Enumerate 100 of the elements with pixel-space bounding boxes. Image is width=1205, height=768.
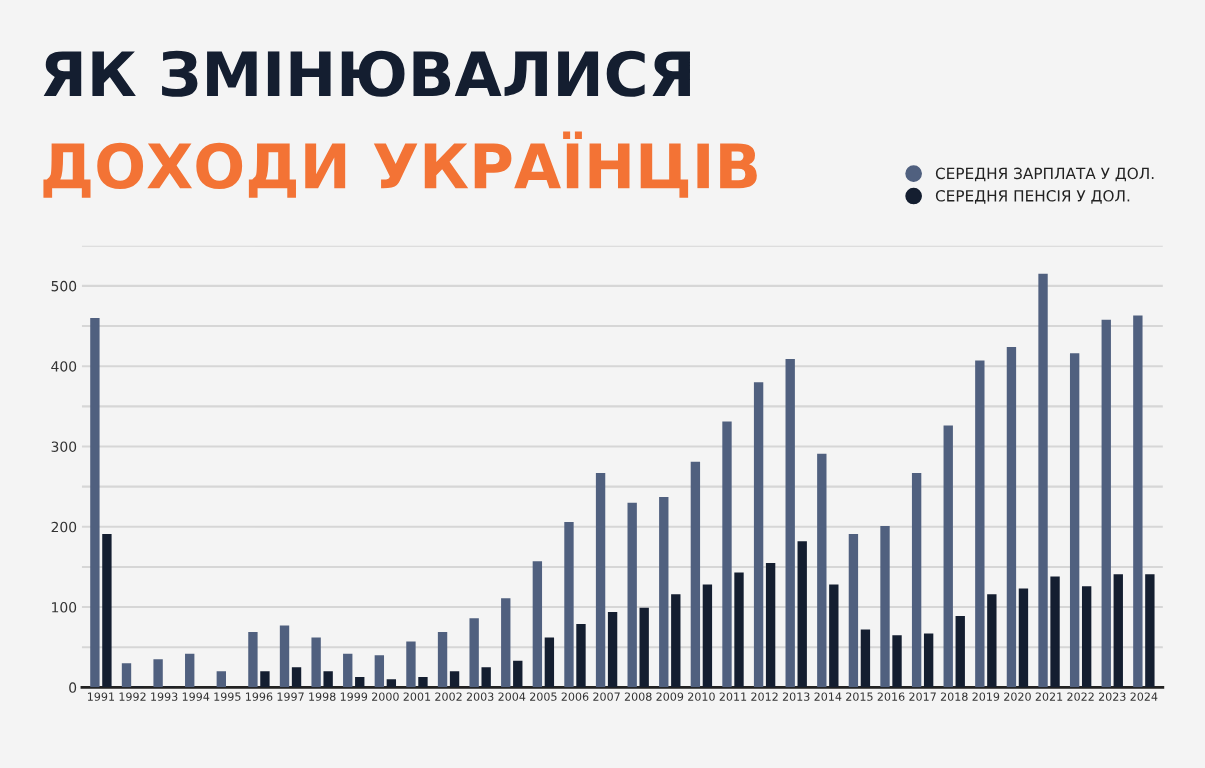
bar xyxy=(121,663,132,688)
bar xyxy=(102,534,112,688)
x-tick-label: 2010 xyxy=(688,692,715,701)
bar xyxy=(1145,574,1155,688)
bar xyxy=(911,472,922,688)
bar xyxy=(848,534,859,688)
x-tick-label: 2024 xyxy=(1130,692,1158,701)
bar xyxy=(1069,353,1080,688)
bar xyxy=(576,623,586,688)
bar xyxy=(355,676,365,688)
x-tick-label: 2021 xyxy=(1035,692,1063,701)
x-tick-label: 1999 xyxy=(340,692,368,701)
bar xyxy=(386,679,397,688)
bar xyxy=(481,667,491,688)
bar xyxy=(216,671,226,688)
legend-label: СЕРЕДНЯ ПЕНСІЯ У ДОЛ. xyxy=(935,190,1130,204)
x-tick-label: 2006 xyxy=(561,692,589,701)
bar xyxy=(765,562,776,688)
bar xyxy=(923,633,934,688)
bar xyxy=(323,671,333,688)
x-tick-label: 2016 xyxy=(877,692,905,701)
bar xyxy=(627,502,637,688)
bar xyxy=(829,584,839,688)
bar xyxy=(1113,574,1123,688)
bar xyxy=(469,618,479,688)
bar xyxy=(1050,576,1060,688)
bar xyxy=(291,667,302,688)
bar xyxy=(1081,586,1092,688)
x-tick-label: 2000 xyxy=(372,692,399,701)
chart-subtitle: ДОХОДИ УКРАЇНЦІВ xyxy=(43,131,757,198)
x-tick-label: 2014 xyxy=(814,692,842,701)
bar xyxy=(406,641,416,688)
bar xyxy=(248,631,258,688)
bar xyxy=(639,607,649,688)
x-tick-label: 2017 xyxy=(909,692,936,701)
bar xyxy=(860,629,871,688)
x-tick-label: 2011 xyxy=(719,692,747,701)
x-tick-label: 1995 xyxy=(214,692,241,701)
bar xyxy=(90,318,100,688)
bar xyxy=(437,631,448,688)
x-tick-label: 1998 xyxy=(309,692,336,701)
bar xyxy=(501,598,511,688)
y-tick-label: 400 xyxy=(51,361,77,372)
x-tick-label: 1993 xyxy=(151,692,178,701)
bar xyxy=(1133,315,1143,688)
x-tick-label: 2008 xyxy=(624,692,652,701)
x-tick-label: 2015 xyxy=(846,692,873,701)
bar xyxy=(797,541,807,688)
x-tick-label: 2019 xyxy=(972,692,1000,701)
bar xyxy=(975,360,985,688)
bar xyxy=(817,453,827,688)
bar xyxy=(607,611,618,688)
bar xyxy=(892,635,902,688)
y-tick-label: 300 xyxy=(51,441,77,452)
bar xyxy=(702,584,713,688)
x-tick-label: 1992 xyxy=(119,692,146,701)
x-tick-label: 2009 xyxy=(656,692,684,701)
x-tick-label: 1997 xyxy=(277,692,304,701)
y-tick-label: 200 xyxy=(51,521,77,533)
bar xyxy=(311,637,321,688)
bar xyxy=(690,461,701,688)
bar xyxy=(153,659,163,688)
bar xyxy=(1101,319,1111,688)
bar xyxy=(753,382,764,688)
bar xyxy=(734,572,744,688)
bar xyxy=(185,653,195,688)
legend-label: СЕРЕДНЯ ЗАРПЛАТА У ДОЛ. xyxy=(935,167,1154,182)
bar xyxy=(544,637,555,688)
x-tick-label: 2013 xyxy=(782,692,810,701)
y-tick-label: 100 xyxy=(52,602,77,613)
x-tick-label: 2023 xyxy=(1098,692,1126,701)
x-tick-label: 2004 xyxy=(498,692,526,701)
bar xyxy=(343,653,353,688)
x-tick-label: 1994 xyxy=(182,692,210,701)
bar xyxy=(943,425,953,688)
bar xyxy=(955,615,965,688)
bar xyxy=(659,497,669,688)
bar xyxy=(260,671,270,688)
bar xyxy=(374,655,385,688)
x-tick-label: 1991 xyxy=(87,692,115,701)
bar xyxy=(1018,588,1029,688)
bar xyxy=(671,594,681,688)
bar xyxy=(1006,346,1017,688)
bar xyxy=(279,625,290,688)
bar xyxy=(418,676,428,688)
x-tick-label: 2003 xyxy=(466,692,494,701)
x-tick-label: 2020 xyxy=(1004,692,1031,701)
bar xyxy=(513,660,523,688)
x-tick-label: 2018 xyxy=(940,692,968,701)
x-tick-label: 2012 xyxy=(751,692,778,701)
bar xyxy=(987,594,997,688)
bar xyxy=(880,525,890,688)
x-tick-label: 1996 xyxy=(246,692,273,701)
x-tick-label: 2005 xyxy=(530,692,557,701)
x-tick-label: 2001 xyxy=(403,692,431,701)
x-tick-label: 2007 xyxy=(593,692,620,701)
y-tick-label: 500 xyxy=(51,280,77,292)
bar xyxy=(449,671,460,688)
x-tick-label: 2022 xyxy=(1067,692,1094,701)
bar xyxy=(785,358,795,688)
